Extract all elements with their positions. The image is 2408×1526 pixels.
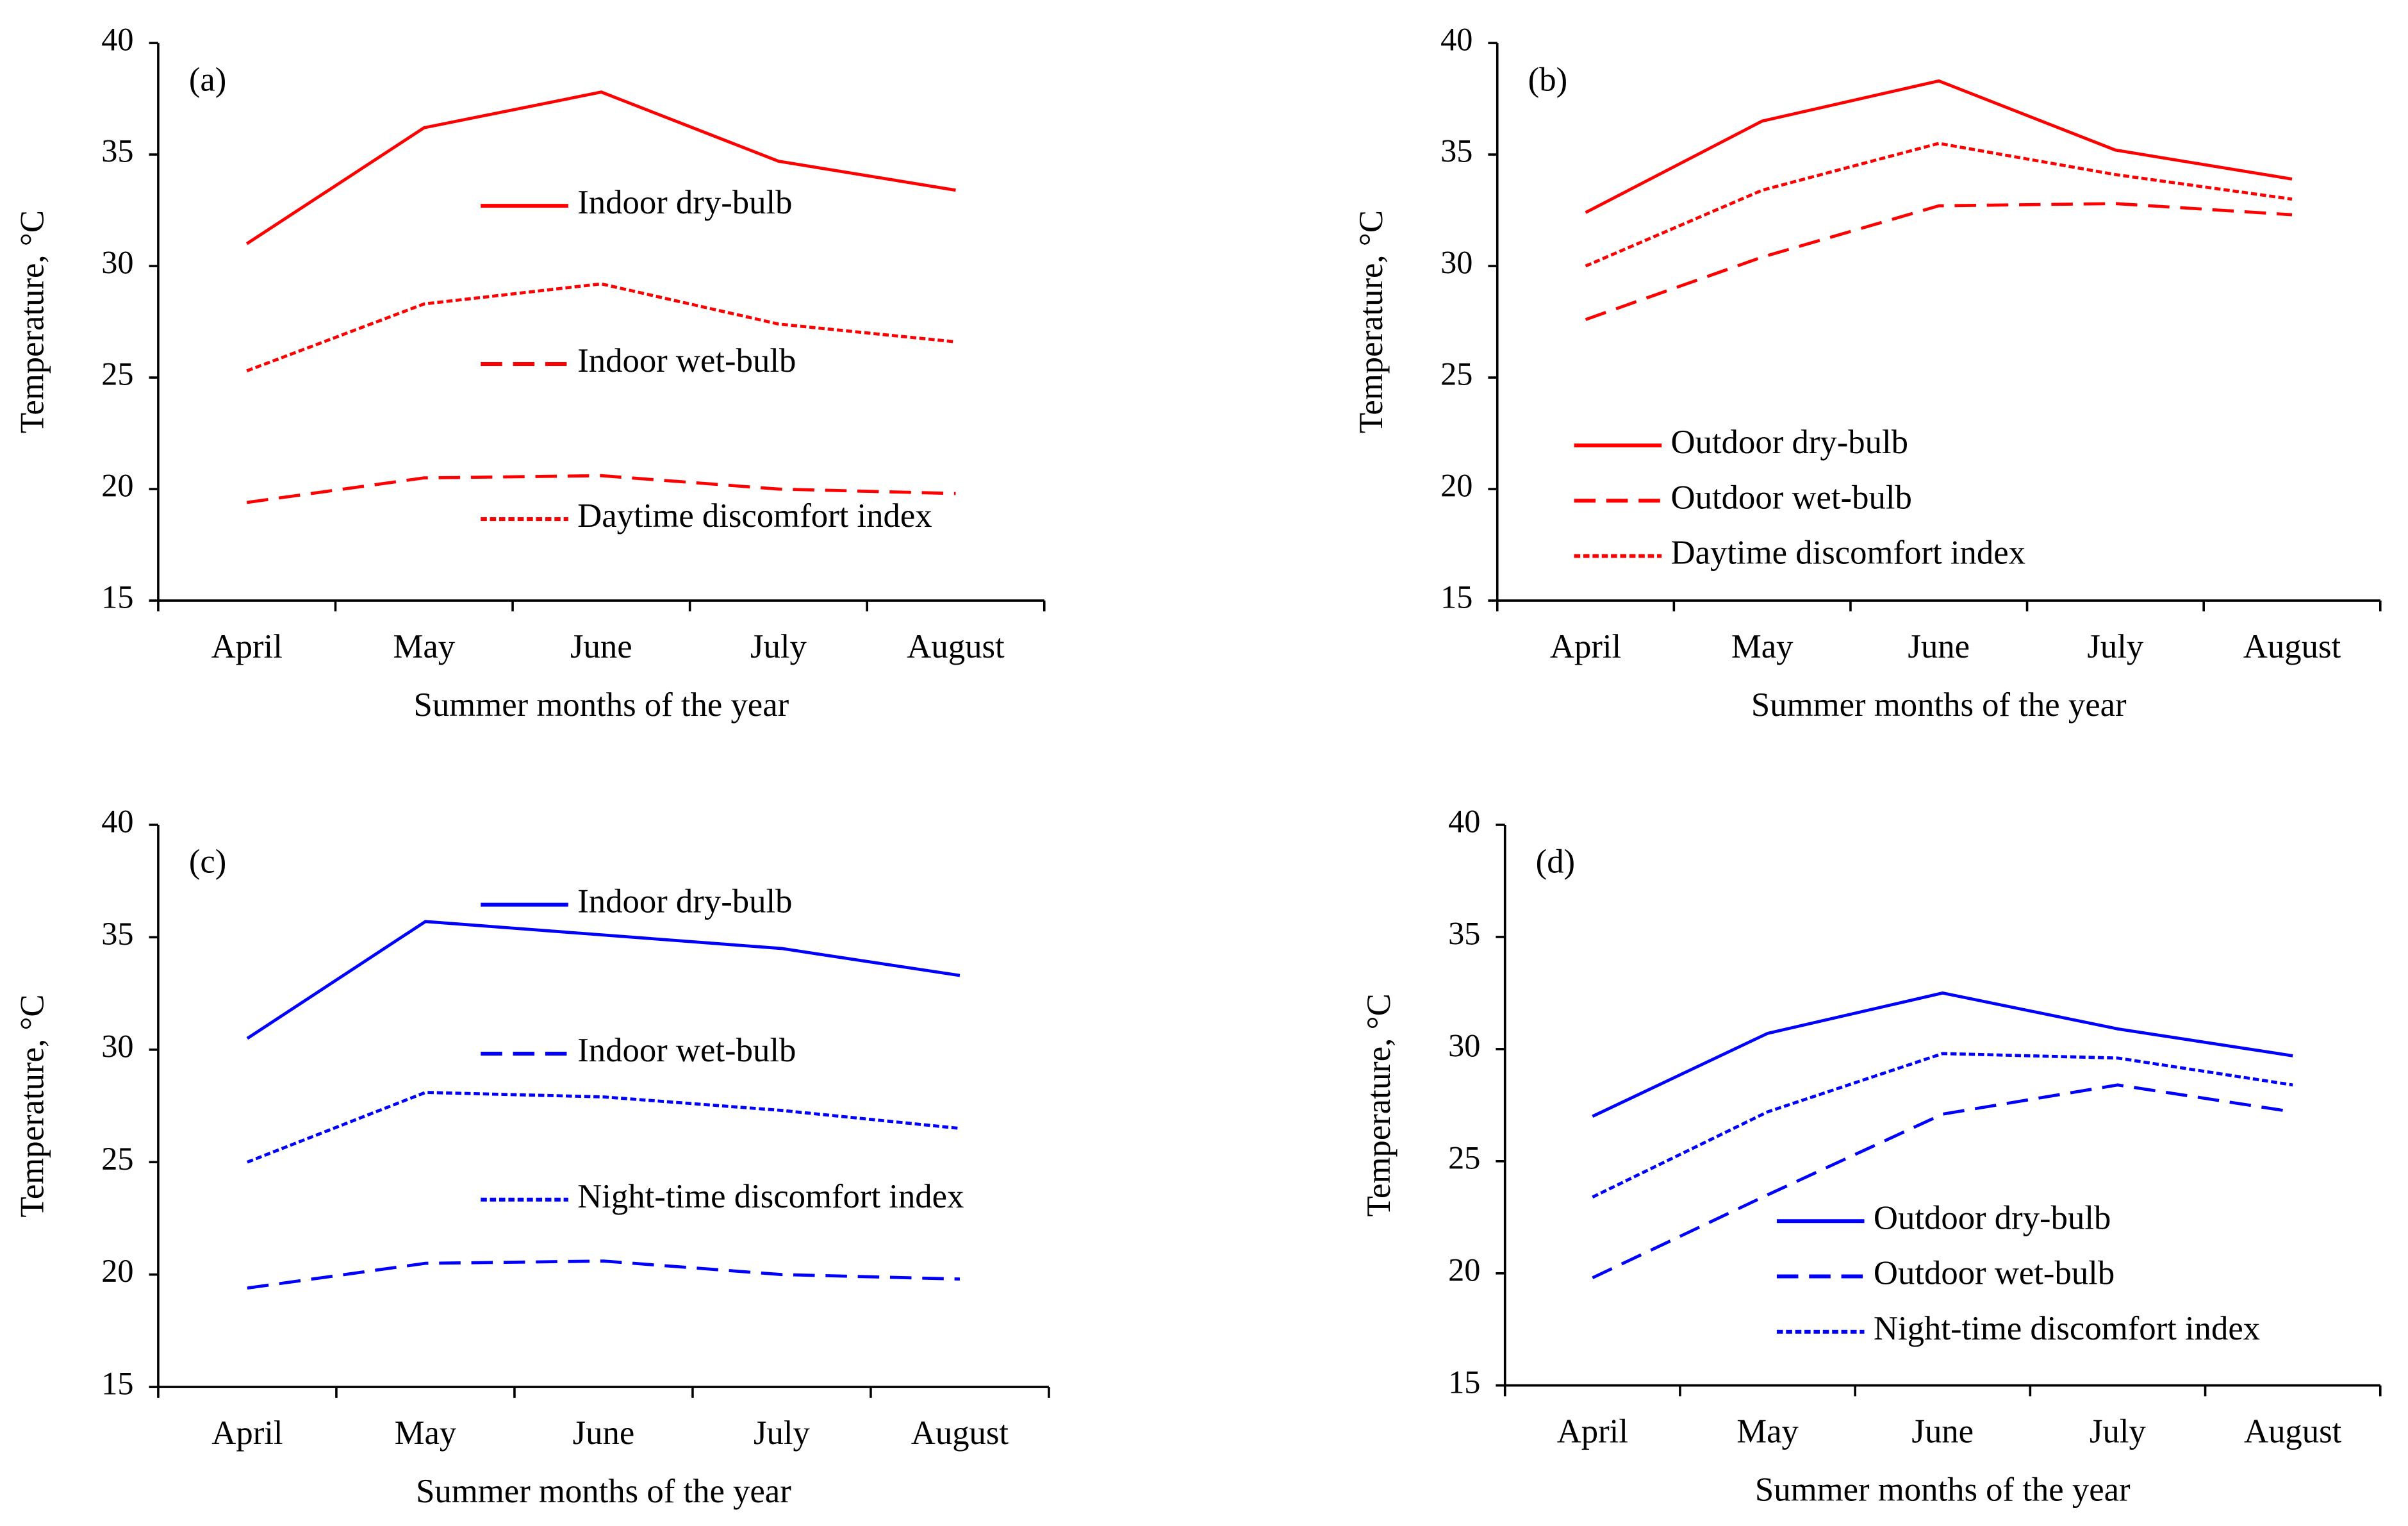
- x-tick-label: April: [1550, 628, 1621, 665]
- legend-label: Indoor dry-bulb: [577, 184, 792, 221]
- x-tick-label: August: [911, 1414, 1009, 1452]
- x-tick-label: May: [1731, 628, 1794, 665]
- series-line: [246, 282, 956, 372]
- x-tick-label: July: [750, 628, 807, 665]
- x-tick-label: July: [2087, 628, 2144, 665]
- y-tick-label: 30: [1448, 1027, 1480, 1063]
- y-tick-label: 40: [1448, 804, 1480, 840]
- legend-label: Daytime discomfort index: [1671, 535, 2025, 572]
- series-line: [246, 474, 956, 504]
- series-line: [247, 1259, 961, 1290]
- series-line: [1585, 202, 2293, 321]
- x-tick-label: July: [754, 1414, 811, 1452]
- panel-label: (a): [189, 62, 227, 99]
- series-line: [1585, 79, 2293, 214]
- series-line: [1592, 991, 2293, 1118]
- legend-label: Outdoor wet-bulb: [1874, 1255, 2115, 1292]
- x-tick-label: June: [1908, 628, 1970, 665]
- panel-label: (c): [189, 843, 227, 880]
- series-line: [246, 920, 961, 1040]
- y-tick-label: 35: [1440, 133, 1472, 169]
- legend-label: Night-time discomfort index: [1874, 1310, 2260, 1347]
- y-tick-label: 25: [101, 1141, 133, 1177]
- x-axis-label: Summer months of the year: [414, 686, 789, 724]
- y-tick-label: 35: [101, 133, 133, 169]
- x-tick-label: August: [907, 628, 1005, 665]
- series-line: [247, 1091, 961, 1164]
- x-tick-label: August: [2244, 1413, 2342, 1450]
- y-axis-label: Temperature, °C: [13, 994, 51, 1217]
- legend-label: Daytime discomfort index: [577, 497, 932, 535]
- x-tick-label: June: [570, 628, 632, 665]
- y-axis-label: Temperature, °C: [1360, 993, 1398, 1216]
- legend-label: Outdoor dry-bulb: [1874, 1199, 2111, 1236]
- legend-label: Outdoor wet-bulb: [1671, 479, 1912, 516]
- x-tick-label: June: [573, 1414, 635, 1452]
- legend-label: Outdoor dry-bulb: [1671, 424, 1908, 461]
- panel-label: (b): [1528, 62, 1567, 99]
- x-tick-label: May: [395, 1414, 457, 1452]
- y-tick-label: 25: [101, 356, 133, 392]
- x-axis-label: Summer months of the year: [1751, 686, 2127, 724]
- series-line: [245, 90, 956, 245]
- y-axis-label: Temperature, °C: [13, 210, 51, 433]
- y-tick-label: 20: [101, 1253, 133, 1289]
- y-tick-label: 40: [1440, 22, 1472, 58]
- x-tick-label: May: [393, 628, 455, 665]
- y-tick-label: 25: [1440, 356, 1472, 392]
- series-line: [1592, 1052, 2293, 1198]
- y-tick-label: 20: [101, 468, 133, 504]
- x-tick-label: April: [211, 628, 283, 665]
- series-line: [1592, 1083, 2293, 1279]
- x-axis-label: Summer months of the year: [1755, 1472, 2131, 1509]
- y-tick-label: 35: [101, 916, 133, 952]
- y-tick-label: 20: [1448, 1252, 1480, 1288]
- panel-label: (d): [1536, 843, 1575, 880]
- y-tick-label: 15: [1440, 579, 1472, 615]
- y-tick-label: 15: [1448, 1364, 1480, 1400]
- legend-label: Indoor wet-bulb: [577, 342, 796, 379]
- y-tick-label: 30: [101, 245, 133, 281]
- y-tick-label: 15: [101, 1366, 133, 1402]
- x-tick-label: June: [1911, 1413, 1974, 1450]
- y-tick-label: 15: [101, 579, 133, 615]
- legend-label: Night-time discomfort index: [577, 1178, 964, 1215]
- y-tick-label: 20: [1440, 468, 1472, 504]
- y-tick-label: 40: [101, 22, 133, 58]
- y-tick-label: 30: [101, 1028, 133, 1064]
- x-tick-label: April: [1557, 1413, 1628, 1450]
- legend-label: Indoor dry-bulb: [577, 883, 792, 920]
- series-line: [1585, 142, 2293, 268]
- y-tick-label: 35: [1448, 915, 1480, 951]
- x-tick-label: July: [2090, 1413, 2147, 1450]
- x-tick-label: August: [2243, 628, 2341, 665]
- x-axis-label: Summer months of the year: [416, 1473, 791, 1510]
- y-tick-label: 40: [101, 804, 133, 840]
- x-tick-label: April: [211, 1414, 283, 1452]
- legend-label: Indoor wet-bulb: [577, 1032, 796, 1069]
- x-tick-label: May: [1736, 1413, 1799, 1450]
- y-tick-label: 25: [1448, 1140, 1480, 1175]
- y-axis-label: Temperature, °C: [1353, 210, 1390, 433]
- y-tick-label: 30: [1440, 245, 1472, 281]
